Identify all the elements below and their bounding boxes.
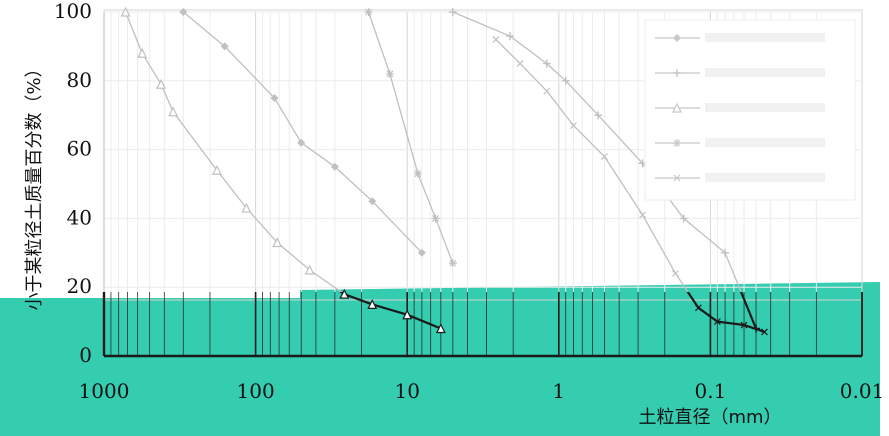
tinted-lower-band [0, 282, 880, 436]
series-marker [672, 270, 679, 277]
series-marker [639, 211, 647, 219]
series-marker [679, 214, 688, 223]
series-asterisk [364, 8, 457, 268]
series-marker [570, 122, 577, 129]
series-marker [270, 94, 279, 102]
series-marker [137, 47, 148, 58]
x-tick-labels: 1000 100 10 1 0.1 0.01 [79, 379, 885, 403]
series-marker [297, 138, 306, 147]
series-marker [179, 8, 188, 16]
x-tick-label: 10 [394, 379, 419, 403]
series-marker [543, 87, 551, 95]
series-marker [713, 318, 721, 326]
series-marker [673, 34, 681, 42]
y-axis-title: 小于某粒径土质量百分数（%） [24, 59, 45, 310]
series-marker [448, 259, 457, 268]
series-marker [673, 69, 681, 77]
y-tick-label: 80 [67, 68, 92, 92]
series-marker [673, 174, 681, 182]
series-marker [673, 139, 681, 147]
series-line-lower [339, 292, 442, 330]
series-marker [761, 328, 768, 336]
y-tick-label: 40 [67, 205, 92, 229]
series-marker [721, 248, 730, 257]
series-marker [339, 288, 350, 299]
series-marker [601, 153, 608, 160]
x-tick-label: 1000 [79, 379, 130, 403]
series-marker [211, 164, 222, 175]
series-marker [694, 304, 702, 312]
series-marker [385, 69, 394, 78]
series-marker [431, 214, 440, 223]
series-marker [413, 169, 422, 178]
legend-label-blur [705, 103, 825, 112]
y-tick-label: 100 [54, 0, 92, 23]
series-marker [417, 248, 426, 257]
series-marker [435, 323, 446, 334]
series-marker [156, 78, 167, 89]
series-marker [272, 237, 283, 248]
series-diamond [179, 8, 426, 257]
x-axis-title: 土粒直径（mm） [638, 407, 781, 428]
legend-label-blur [705, 173, 825, 182]
legend-label-blur [705, 33, 825, 42]
series-marker [402, 309, 413, 320]
series-triangle [120, 6, 446, 334]
series-layer [120, 6, 768, 336]
axes [102, 12, 863, 358]
series-marker [120, 6, 131, 17]
series-cross [492, 36, 768, 336]
series-marker [542, 59, 551, 68]
series-marker [330, 162, 339, 171]
legend-label-blur [705, 138, 825, 147]
series-marker [594, 111, 603, 120]
x-tick-label: 0.1 [694, 379, 726, 403]
x-tick-label: 1 [552, 379, 565, 403]
x-tick-label: 0.01 [840, 379, 885, 403]
series-marker [561, 76, 570, 85]
series-marker [304, 264, 315, 275]
series-marker [672, 102, 682, 113]
y-tick-labels: 0 20 40 60 80 100 [54, 0, 92, 367]
series-marker [168, 106, 179, 117]
series-marker [364, 8, 373, 16]
series-marker [241, 202, 252, 213]
series-line-lower [686, 292, 765, 333]
y-tick-label: 0 [79, 343, 92, 367]
series-marker [220, 42, 229, 51]
series-marker [505, 32, 514, 41]
series-marker [492, 36, 500, 43]
y-tick-label: 20 [67, 274, 92, 298]
x-tick-label: 100 [237, 379, 275, 403]
series-line-upper [124, 11, 343, 292]
series-marker [740, 321, 748, 329]
series-marker [367, 299, 378, 309]
legend [644, 19, 856, 201]
series-marker [516, 60, 524, 68]
series-marker [368, 197, 377, 206]
series-marker [448, 8, 457, 16]
legend-label-blur [705, 68, 825, 77]
y-tick-label: 60 [67, 137, 92, 161]
